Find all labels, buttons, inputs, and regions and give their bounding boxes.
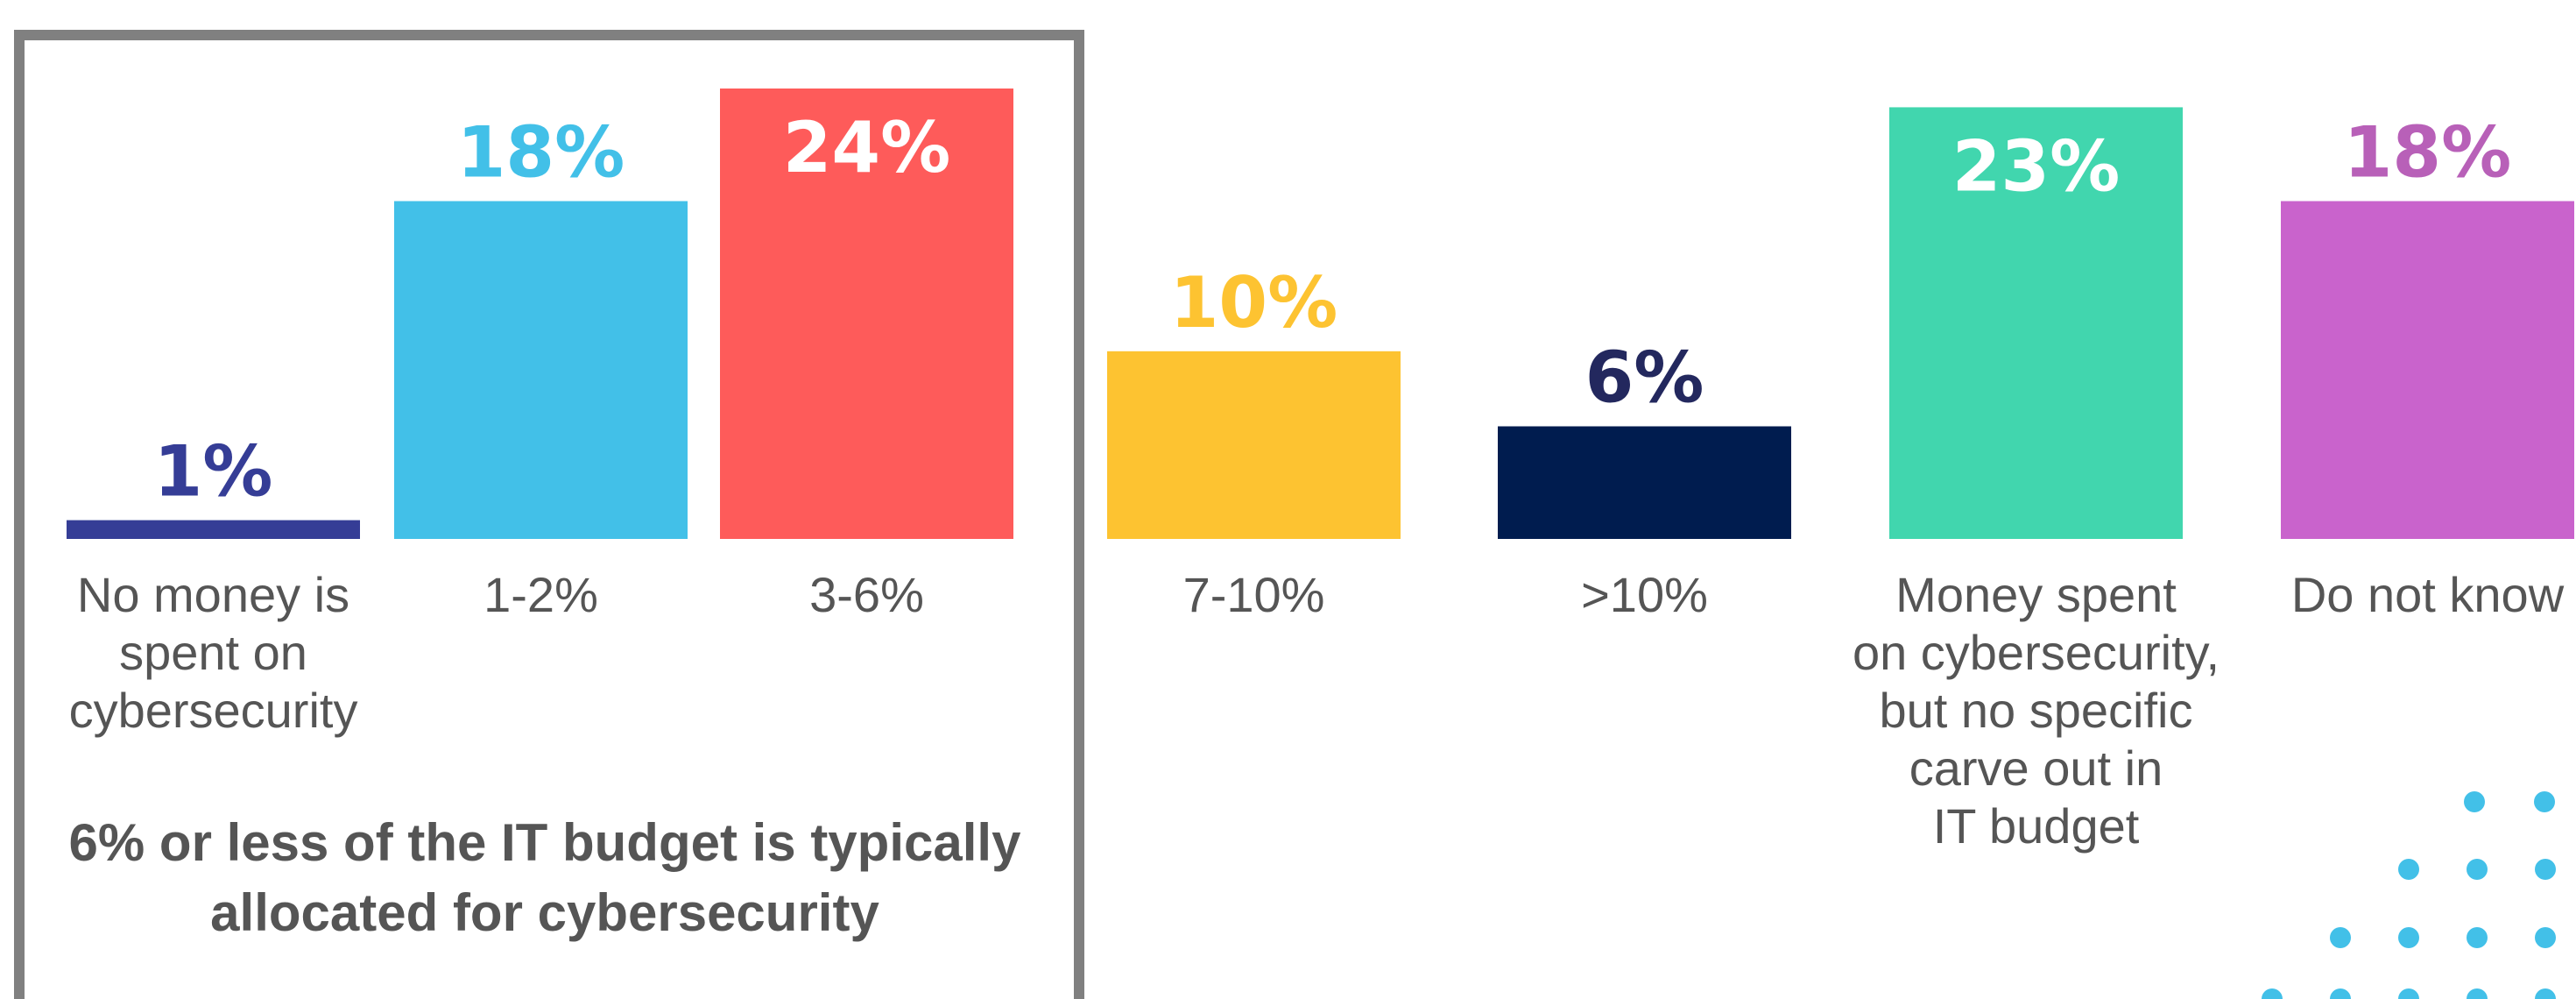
decorative-dot [2398,927,2419,948]
bar [1498,426,1791,539]
decorative-dot [2534,791,2555,812]
decorative-dot [2535,859,2556,880]
decorative-dot [2464,791,2485,812]
data-label: 6% [1585,337,1704,419]
data-label: 24% [783,107,950,188]
bar [1889,107,2183,540]
bar [67,520,360,539]
bar [394,201,688,539]
category-label: No money is [77,567,349,622]
data-label: 18% [2344,112,2511,194]
category-label: carve out in [1909,740,2163,796]
decorative-dot [2398,859,2419,880]
decorative-dot [2535,988,2556,999]
category-label: >10% [1581,567,1708,622]
callout-line: allocated for cybersecurity [210,883,879,942]
decorative-dot [2467,927,2488,948]
data-label: 23% [1952,125,2120,207]
category-label: Do not know [2291,567,2565,622]
bar [720,89,1013,539]
decorative-dot [2330,927,2351,948]
data-label: 10% [1170,262,1337,344]
category-label: 3-6% [809,567,924,622]
category-label: Money spent [1895,567,2177,622]
category-label: 7-10% [1183,567,1325,622]
callout-line: 6% or less of the IT budget is typically [69,813,1022,872]
highlight-box [14,30,1084,999]
category-label: but no specific [1880,683,2193,738]
value-labels-layer: 1% 18% 24% 10% 6% 23% 18% [154,107,2512,513]
decorative-dot [2330,988,2351,999]
data-label: 18% [457,112,625,194]
bar [2281,201,2574,539]
decorative-dot [2467,859,2488,880]
category-label: cybersecurity [69,683,358,738]
data-label: 1% [154,431,273,513]
category-label: on cybersecurity, [1853,625,2220,680]
bars-layer [67,89,2574,540]
decorative-dot [2398,988,2419,999]
decorative-dot [2262,988,2283,999]
decorative-dot [2535,927,2556,948]
category-label: IT budget [1933,798,2140,854]
decorative-dots [2262,791,2556,999]
category-label: 1-2% [483,567,598,622]
category-label: spent on [119,625,307,680]
decorative-dot [2467,988,2488,999]
bar [1107,351,1401,539]
